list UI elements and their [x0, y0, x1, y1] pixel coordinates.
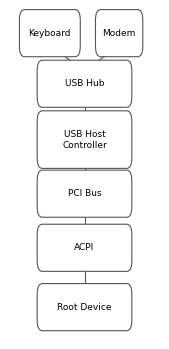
Text: Root Device: Root Device	[57, 303, 112, 312]
FancyBboxPatch shape	[37, 283, 132, 331]
FancyBboxPatch shape	[37, 170, 132, 217]
FancyBboxPatch shape	[37, 224, 132, 272]
Text: Modem: Modem	[102, 29, 136, 38]
Text: ACPI: ACPI	[74, 243, 95, 252]
FancyBboxPatch shape	[37, 60, 132, 107]
Text: USB Host
Controller: USB Host Controller	[62, 129, 107, 150]
FancyBboxPatch shape	[19, 9, 80, 57]
FancyBboxPatch shape	[37, 111, 132, 169]
FancyBboxPatch shape	[95, 9, 143, 57]
Text: Keyboard: Keyboard	[29, 29, 71, 38]
Text: USB Hub: USB Hub	[65, 79, 104, 88]
Text: PCI Bus: PCI Bus	[68, 189, 101, 198]
